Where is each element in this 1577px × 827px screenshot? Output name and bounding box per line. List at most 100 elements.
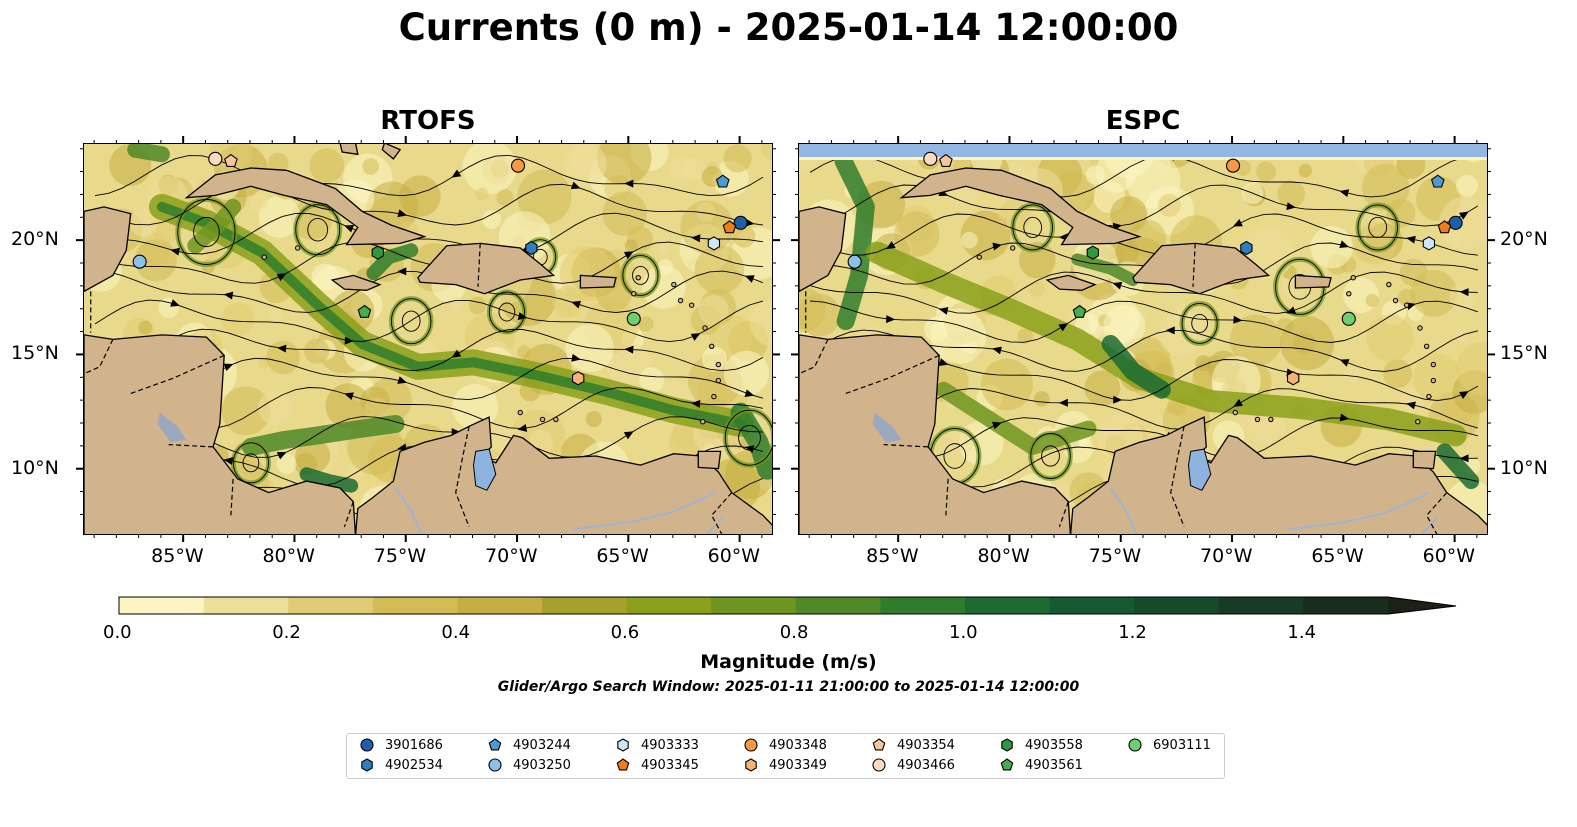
lon-tick-label: 75°W xyxy=(1088,545,1142,567)
legend-item-4903244: 4903244 xyxy=(487,737,571,753)
legend-item-4903250: 4903250 xyxy=(487,757,571,773)
lon-tick-label: 65°W xyxy=(596,545,649,567)
float-marker-4903333 xyxy=(1422,236,1436,251)
search-window-text: Glider/Argo Search Window: 2025-01-11 21… xyxy=(497,679,1080,695)
legend-item-4903345: 4903345 xyxy=(615,757,699,773)
colorbar-tick-label: 1.2 xyxy=(1118,622,1147,643)
panel-title-espc: ESPC xyxy=(1105,106,1181,136)
float-marker-4903333 xyxy=(707,236,721,251)
legend-label: 4903348 xyxy=(769,737,827,753)
colorbar-tick-label: 0.6 xyxy=(610,622,640,643)
lat-tick-label: 20°N xyxy=(11,228,59,251)
colorbar-tick-label: 0.2 xyxy=(272,622,301,643)
float-marker-4903250 xyxy=(847,254,862,269)
circle-marker-icon xyxy=(1128,738,1142,752)
float-marker-4903244 xyxy=(1430,174,1445,188)
map-panel-rtofs xyxy=(83,143,773,535)
float-marker-4903466 xyxy=(208,151,223,166)
colorbar-tick-label: 1.4 xyxy=(1287,622,1317,643)
float-marker-4903348 xyxy=(510,158,526,173)
circle-marker-icon xyxy=(744,738,758,752)
float-legend: 3901686 4902534 4903244 4903250 4903333 49033… xyxy=(346,733,1225,779)
legend-label: 4903561 xyxy=(1025,757,1083,773)
colorbar-tick-label: 0.8 xyxy=(779,622,809,643)
lon-tick-label: 70°W xyxy=(1200,545,1253,567)
lon-tick-label: 65°W xyxy=(1311,545,1364,567)
lat-tick-label: 20°N xyxy=(1500,228,1548,251)
float-marker-4903348 xyxy=(1225,158,1241,173)
lon-tick-label: 80°W xyxy=(262,545,315,567)
float-marker-4903250 xyxy=(132,254,147,269)
lon-tick-label: 75°W xyxy=(373,545,427,567)
lat-tick-label: 15°N xyxy=(1500,342,1548,365)
map-panel-espc xyxy=(798,143,1488,535)
circle-marker-icon xyxy=(488,758,502,772)
legend-label: 6903111 xyxy=(1153,737,1211,753)
legend-label: 4903349 xyxy=(769,757,827,773)
hexagon-marker-icon xyxy=(745,758,757,772)
float-marker-6903111 xyxy=(1341,311,1356,326)
hexagon-marker-icon xyxy=(361,758,373,772)
colorbar-tick-label: 0.0 xyxy=(103,622,132,643)
legend-label: 4903345 xyxy=(641,757,699,773)
legend-item-3901686: 3901686 xyxy=(359,737,443,753)
pentagon-marker-icon xyxy=(872,738,886,751)
float-marker-6903111 xyxy=(626,311,641,326)
float-marker-4903561 xyxy=(1072,304,1087,318)
float-marker-4903345 xyxy=(722,220,737,234)
lat-tick-label: 15°N xyxy=(11,342,59,365)
lon-tick-label: 85°W xyxy=(866,545,919,567)
float-marker-4903349 xyxy=(571,371,585,386)
colorbar-title: Magnitude (m/s) xyxy=(700,651,877,673)
colorbar-tick-label: 0.4 xyxy=(441,622,471,643)
legend-label: 4903333 xyxy=(641,737,699,753)
legend-label: 4903244 xyxy=(513,737,571,753)
legend-item-4903354: 4903354 xyxy=(871,737,955,753)
legend-item-4903349: 4903349 xyxy=(743,757,827,773)
lon-tick-label: 60°W xyxy=(707,545,761,567)
legend-item-4903348: 4903348 xyxy=(743,737,827,753)
figure-title: Currents (0 m) - 2025-01-14 12:00:00 xyxy=(398,6,1179,49)
hexagon-marker-icon xyxy=(617,738,629,752)
colorbar xyxy=(118,596,1457,615)
circle-marker-icon xyxy=(872,758,886,772)
pentagon-marker-icon xyxy=(488,738,502,751)
legend-label: 4903558 xyxy=(1025,737,1083,753)
legend-item-6903111: 6903111 xyxy=(1127,737,1211,753)
legend-item-4903333: 4903333 xyxy=(615,737,699,753)
legend-label: 4902534 xyxy=(385,757,443,773)
float-marker-3901686 xyxy=(1448,215,1463,230)
float-marker-4902534 xyxy=(525,240,538,256)
pentagon-marker-icon xyxy=(1000,758,1014,771)
float-marker-3901686 xyxy=(733,215,748,230)
pentagon-marker-icon xyxy=(616,758,630,771)
float-marker-4903558 xyxy=(371,245,384,260)
float-marker-4903244 xyxy=(715,174,730,188)
float-marker-4903466 xyxy=(923,151,938,166)
legend-item-4903466: 4903466 xyxy=(871,757,955,773)
legend-item-4903561: 4903561 xyxy=(999,757,1083,773)
float-marker-4903349 xyxy=(1286,371,1300,386)
legend-item-4902534: 4902534 xyxy=(359,757,443,773)
lon-tick-label: 80°W xyxy=(977,545,1030,567)
lon-tick-label: 70°W xyxy=(485,545,538,567)
float-marker-4903558 xyxy=(1086,245,1099,260)
float-marker-4902534 xyxy=(1240,240,1253,256)
hexagon-marker-icon xyxy=(1001,738,1013,752)
float-marker-4903345 xyxy=(1437,220,1452,234)
float-marker-4903354 xyxy=(224,153,238,167)
legend-label: 3901686 xyxy=(385,737,443,753)
legend-label: 4903250 xyxy=(513,757,571,773)
panel-title-rtofs: RTOFS xyxy=(380,106,476,136)
legend-label: 4903354 xyxy=(897,737,955,753)
circle-marker-icon xyxy=(360,738,374,752)
float-marker-4903354 xyxy=(939,153,953,167)
colorbar-tick-label: 1.0 xyxy=(949,622,978,643)
lat-tick-label: 10°N xyxy=(11,456,59,479)
legend-label: 4903466 xyxy=(897,757,955,773)
lat-tick-label: 10°N xyxy=(1500,456,1548,479)
lon-tick-label: 85°W xyxy=(151,545,204,567)
lon-tick-label: 60°W xyxy=(1422,545,1476,567)
legend-item-4903558: 4903558 xyxy=(999,737,1083,753)
float-marker-4903561 xyxy=(357,304,372,318)
